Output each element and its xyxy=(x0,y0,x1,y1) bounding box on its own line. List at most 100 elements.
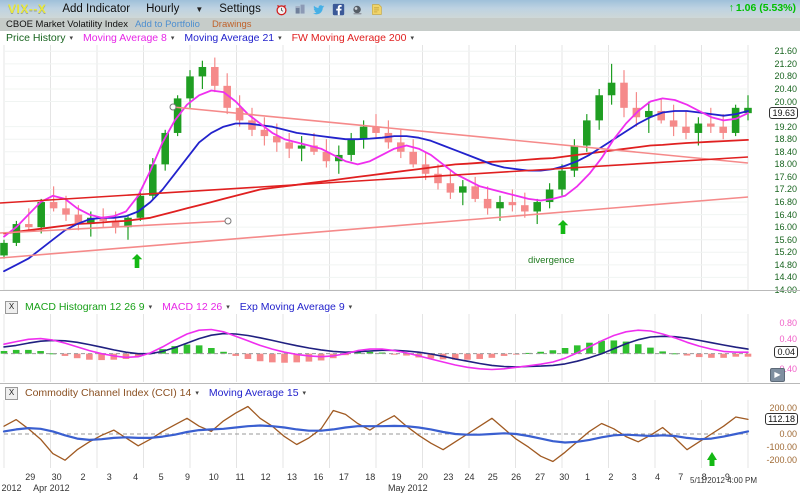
date-axis-month-label: May 2012 xyxy=(388,483,428,493)
macd-axis-tick: -0.40 xyxy=(776,363,797,374)
sub-header: CBOE Market Volatility Index Add to Port… xyxy=(0,18,800,31)
price-axis-tick: 18.00 xyxy=(774,159,797,170)
ma21-chevron-down-icon[interactable]: ▾ xyxy=(278,35,282,42)
date-axis-tick: 26 xyxy=(511,472,522,482)
macd-chart-panel[interactable]: 0.80 0.40 -0.40 0.04 ▶ xyxy=(0,314,800,382)
cci-axis-tick: 0.00 xyxy=(779,429,797,439)
date-axis-tick: 4 xyxy=(133,472,139,482)
date-axis-tick: 11 xyxy=(235,472,245,482)
legend-macd-histogram[interactable]: MACD Histogram 12 26 9 xyxy=(25,301,145,313)
date-axis-tick: 20 xyxy=(417,472,428,482)
price-axis-tick: 15.60 xyxy=(774,234,797,245)
price-axis-tick: 17.20 xyxy=(774,184,797,195)
cci-close-icon[interactable]: X xyxy=(5,386,18,400)
macd-histogram-chevron-down-icon[interactable]: ▾ xyxy=(148,304,153,311)
price-chart-panel[interactable]: 21.60 21.20 20.80 20.40 20.00 19.20 18.80 18.40… xyxy=(0,45,800,295)
price-up-arrow-icon: ↑ xyxy=(728,2,734,14)
interval-selector[interactable]: Hourly xyxy=(146,3,180,15)
price-axis-tick: 18.80 xyxy=(774,134,797,145)
date-axis-tick: 5 xyxy=(158,472,164,482)
cci-plot-area[interactable] xyxy=(0,400,752,468)
price-axis-tick: 20.80 xyxy=(774,71,797,82)
cci-y-axis: 200.00 0.00 -100.00 -200.00 112.18 xyxy=(752,400,800,468)
facebook-icon[interactable] xyxy=(332,3,345,16)
legend-price-history[interactable]: Price History xyxy=(6,32,66,44)
date-axis-tick: 4 xyxy=(654,472,660,482)
price-axis-tick: 20.40 xyxy=(774,83,797,94)
date-axis-tick: 2 xyxy=(80,472,86,482)
date-axis-tick: 3 xyxy=(106,472,112,482)
price-panel-legend: Price History ▾ Moving Average 8 ▾ Movin… xyxy=(0,31,800,45)
date-axis-tick: 29 xyxy=(25,472,36,482)
price-plot-area[interactable] xyxy=(0,45,752,290)
interval-chevron-down-icon[interactable]: ▼ xyxy=(195,4,204,14)
current-macd-label: 0.04 xyxy=(774,346,798,359)
price-axis-tick: 20.00 xyxy=(774,96,797,107)
date-axis-tick: 17 xyxy=(338,472,349,482)
cci-axis-tick: -100.00 xyxy=(766,442,797,453)
date-axis-tick: 1 xyxy=(585,472,591,482)
alarm-clock-icon[interactable] xyxy=(275,3,288,16)
cci-chevron-down-icon[interactable]: ▾ xyxy=(195,390,199,397)
date-axis-tick: 18 xyxy=(365,472,376,482)
price-axis-tick: 14.40 xyxy=(774,272,797,283)
macd-close-icon[interactable]: X xyxy=(5,300,18,314)
legend-moving-average-8[interactable]: Moving Average 8 xyxy=(83,32,167,44)
drawings-button[interactable]: Drawings xyxy=(211,19,252,30)
panel-divider-1 xyxy=(0,290,800,291)
date-axis-tick: 16 xyxy=(313,472,324,482)
macd-axis-tick: 0.80 xyxy=(779,318,797,329)
macd-plot-area[interactable] xyxy=(0,314,752,382)
index-full-name: CBOE Market Volatility Index xyxy=(6,19,128,30)
twitter-icon[interactable] xyxy=(312,3,326,16)
date-axis-tick: 30 xyxy=(559,472,570,482)
price-axis-tick: 19.20 xyxy=(774,121,797,132)
date-axis-tick: 19 xyxy=(391,472,402,482)
price-axis-tick: 16.80 xyxy=(774,197,797,208)
date-axis-tick: 13 xyxy=(287,472,298,482)
database-icon[interactable] xyxy=(294,3,307,16)
date-axis-tick: 7 xyxy=(678,472,684,482)
add-indicator-button[interactable]: Add Indicator xyxy=(62,3,131,15)
price-axis-tick: 15.20 xyxy=(774,247,797,258)
notes-icon[interactable] xyxy=(370,3,383,16)
cci-chart-panel[interactable]: 200.00 0.00 -100.00 -200.00 112.18 xyxy=(0,400,800,468)
price-history-chevron-down-icon[interactable]: ▾ xyxy=(69,35,74,42)
date-axis-tick: 3 xyxy=(631,472,637,482)
date-axis-tick: 25 xyxy=(487,472,498,482)
ma15-chevron-down-icon[interactable]: ▾ xyxy=(302,390,307,397)
legend-moving-average-15[interactable]: Moving Average 15 xyxy=(208,387,299,399)
main-toolbar: VIX--X Add Indicator Hourly ▼ Settings xyxy=(0,0,800,18)
legend-fw-moving-average-200[interactable]: FW Moving Average 200 xyxy=(291,32,407,44)
ma200-chevron-down-icon[interactable]: ▾ xyxy=(410,35,414,42)
ticker-symbol: VIX--X xyxy=(8,2,47,16)
legend-commodity-channel-index[interactable]: Commodity Channel Index (CCI) 14 xyxy=(25,387,192,399)
macd-chevron-down-icon[interactable]: ▾ xyxy=(226,304,230,311)
date-axis-tick: 10 xyxy=(208,472,219,482)
ema9-chevron-down-icon[interactable]: ▾ xyxy=(348,304,353,311)
legend-moving-average-21[interactable]: Moving Average 21 xyxy=(184,32,275,44)
price-y-axis: 21.60 21.20 20.80 20.40 20.00 19.20 18.80 18.40… xyxy=(752,45,800,295)
macd-y-axis: 0.80 0.40 -0.40 0.04 xyxy=(752,314,800,382)
current-cci-label: 112.18 xyxy=(765,413,798,426)
date-axis-tick: 30 xyxy=(51,472,62,482)
date-axis-tick: 27 xyxy=(535,472,546,482)
quote-change-value: 1.06 (5.53%) xyxy=(735,2,796,14)
date-axis: 29 30 2 3 4 5 9 10 11 12 13 16 17 18 19 20 23 24 25 26 27 30 1… xyxy=(0,470,800,496)
price-axis-tick: 21.60 xyxy=(774,46,797,57)
macd-axis-tick: 0.40 xyxy=(779,333,797,344)
date-axis-tick: 23 xyxy=(443,472,454,482)
legend-macd[interactable]: MACD 12 26 xyxy=(162,301,223,313)
macd-scroll-right-button[interactable]: ▶ xyxy=(770,368,785,382)
add-to-portfolio-link[interactable]: Add to Portfolio xyxy=(134,19,200,30)
ma8-chevron-down-icon[interactable]: ▾ xyxy=(170,35,175,42)
webcam-icon[interactable] xyxy=(351,3,364,16)
date-axis-tick: 9 xyxy=(724,472,730,482)
settings-button[interactable]: Settings xyxy=(219,3,261,15)
legend-exp-moving-average-9[interactable]: Exp Moving Average 9 xyxy=(239,301,345,313)
cci-panel-legend: X Commodity Channel Index (CCI) 14 ▾ Mov… xyxy=(0,386,800,400)
price-axis-tick: 16.00 xyxy=(774,222,797,233)
divergence-annotation: divergence xyxy=(528,255,575,266)
last-update-timestamp: 5/11/2012 4:00 PM xyxy=(690,476,758,485)
current-price-label: 19.63 xyxy=(769,107,798,120)
